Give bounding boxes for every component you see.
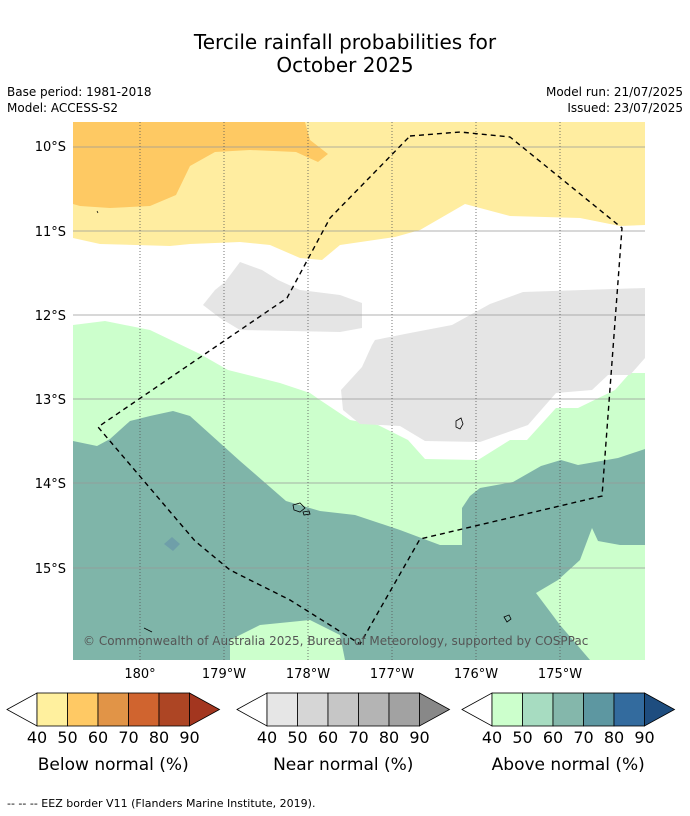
legend-extend-high [644,692,676,727]
lat-label: 14°S [35,477,66,492]
legend-extend-low [6,692,38,727]
legend-tick-label: 90 [179,728,199,747]
legend-tick-label: 70 [118,728,138,747]
legend-swatch [613,692,645,727]
lat-labels: 10°S 11°S 12°S 13°S 14°S 15°S [35,140,66,577]
region-near-40-west [203,262,362,332]
issued-date: Issued: 23/07/2025 [567,101,683,115]
region-above-40-south [536,528,645,660]
lat-label: 10°S [35,140,66,155]
region-below-40 [73,122,645,260]
lon-label: 178°W [286,667,330,682]
island-shape [292,502,306,513]
eez-footnote: -- -- -- EEZ border V11 (Flanders Marine… [7,797,316,810]
island-shape [143,627,153,633]
legend-swatch [358,692,390,727]
legend-tick-label: 80 [379,728,399,747]
legend-tick-label: 60 [88,728,108,747]
lon-label: 177°W [370,667,414,682]
legend-swatch [158,692,190,727]
legend-tick-label: 40 [482,728,502,747]
legend-swatch [491,692,523,727]
legend-swatch [327,692,359,727]
legend-tick-label: 80 [604,728,624,747]
legend-tick-label: 50 [57,728,77,747]
legend-swatch [552,692,584,727]
legend-tick-label: 70 [348,728,368,747]
legend-title: Below normal (%) [38,755,189,775]
lon-labels: 180° 179°W 178°W 177°W 176°W 175°W [124,667,582,682]
base-period: Base period: 1981-2018 [7,85,152,99]
legend-tick-label: 90 [634,728,654,747]
region-near-40-east [341,288,645,442]
island-shape [96,210,99,214]
legend-tick-label: 80 [149,728,169,747]
lat-label: 15°S [35,562,66,577]
legend-tick-label: 60 [543,728,563,747]
map-title: Tercile rainfall probabilities for Octob… [0,31,690,77]
legend-below-normal: 40 50 60 70 80 90 Below normal (%) [6,692,221,775]
meta-left: Base period: 1981-2018 Model: ACCESS-S2 [7,84,152,116]
legend-swatch [583,692,615,727]
title-line-2: October 2025 [276,53,414,77]
model-run: Model run: 21/07/2025 [545,85,683,99]
legend-tick-label: 40 [27,728,47,747]
legend-title: Near normal (%) [273,755,413,775]
legend-tick-label: 60 [318,728,338,747]
legend-above-normal: 40 50 60 70 80 90 Above normal (%) [461,692,676,775]
lon-label: 180° [124,667,155,682]
lat-label: 12°S [35,309,66,324]
lat-label: 11°S [35,225,66,240]
region-below-50 [73,122,328,208]
legend-swatch [128,692,160,727]
map-frame: © Commonwealth of Australia 2025, Bureau… [73,122,645,660]
legend-tick-label: 90 [409,728,429,747]
island-shape [503,614,512,623]
legend-swatch [297,692,329,727]
legend-tick-label: 70 [573,728,593,747]
legend-tick-label: 40 [257,728,277,747]
legend-tick-label: 50 [287,728,307,747]
island-shape [302,510,311,516]
lon-label: 179°W [202,667,246,682]
legend-extend-low [461,692,493,727]
legend-tick-label: 50 [512,728,532,747]
legend-swatch [266,692,298,727]
lon-label: 175°W [538,667,582,682]
legend-swatch [36,692,68,727]
islands [96,210,512,633]
legend-near-normal: 40 50 60 70 80 90 Near normal (%) [236,692,451,775]
shallow-reef [164,537,180,551]
legend-swatch [97,692,129,727]
lat-gridlines [73,146,645,569]
lon-label: 176°W [454,667,498,682]
lat-label: 13°S [35,393,66,408]
legend-swatch [388,692,420,727]
meta-right: Model run: 21/07/2025 Issued: 23/07/2025 [546,84,683,116]
legend-extend-low [236,692,268,727]
copyright-notice: © Commonwealth of Australia 2025, Bureau… [83,634,588,648]
model-name: Model: ACCESS-S2 [7,101,119,115]
island-shape [455,417,464,430]
legend-extend-high [419,692,451,727]
legend-title: Above normal (%) [492,755,645,775]
legend-swatch [522,692,554,727]
legend-extend-high [189,692,221,727]
region-above-40-southwest [230,620,345,660]
legend-swatch [67,692,99,727]
title-line-1: Tercile rainfall probabilities for [193,30,497,54]
